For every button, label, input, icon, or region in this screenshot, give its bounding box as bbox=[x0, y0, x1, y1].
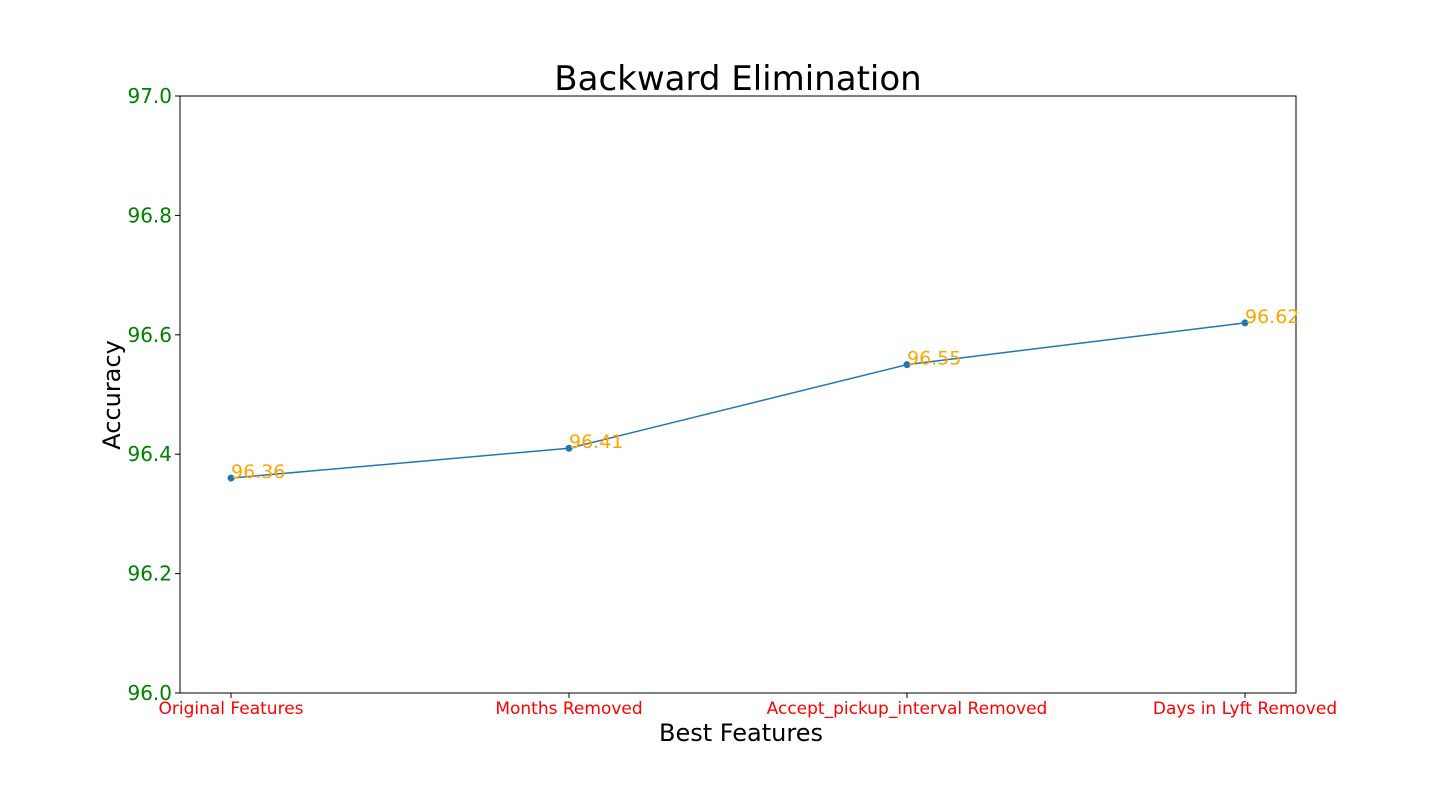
y-tick-label: 97.0 bbox=[127, 84, 172, 108]
data-point bbox=[565, 444, 573, 452]
y-axis: 96.0 96.2 96.4 96.6 96.8 97.0 bbox=[127, 84, 180, 705]
x-axis: Original Features Months Removed Accept_pi… bbox=[158, 693, 1337, 719]
series-accuracy: 96.36 96.41 96.55 96.62 bbox=[227, 306, 1299, 483]
x-tick-label: Accept_pickup_interval Removed bbox=[767, 699, 1048, 719]
y-tick-label: 96.4 bbox=[127, 442, 172, 466]
data-point bbox=[903, 361, 911, 369]
y-tick-label: 96.6 bbox=[127, 323, 172, 347]
data-point bbox=[227, 474, 235, 482]
x-tick-label: Months Removed bbox=[495, 699, 642, 719]
plot-area-frame bbox=[179, 95, 1297, 694]
x-axis-label: Best Features bbox=[659, 719, 823, 747]
y-axis-label: Accuracy bbox=[98, 340, 126, 450]
series-line bbox=[230, 322, 1246, 479]
data-point bbox=[1241, 319, 1249, 327]
chart-title: Backward Elimination bbox=[554, 59, 921, 99]
y-tick-label: 96.2 bbox=[127, 562, 172, 586]
data-label: 96.41 bbox=[569, 431, 623, 453]
data-label: 96.62 bbox=[1245, 306, 1299, 328]
data-label: 96.36 bbox=[231, 461, 285, 483]
x-tick-label: Original Features bbox=[158, 699, 303, 719]
x-tick-label: Days in Lyft Removed bbox=[1153, 699, 1337, 719]
y-tick-label: 96.0 bbox=[127, 681, 172, 705]
y-tick-label: 96.8 bbox=[127, 203, 172, 227]
data-label: 96.55 bbox=[907, 348, 961, 370]
